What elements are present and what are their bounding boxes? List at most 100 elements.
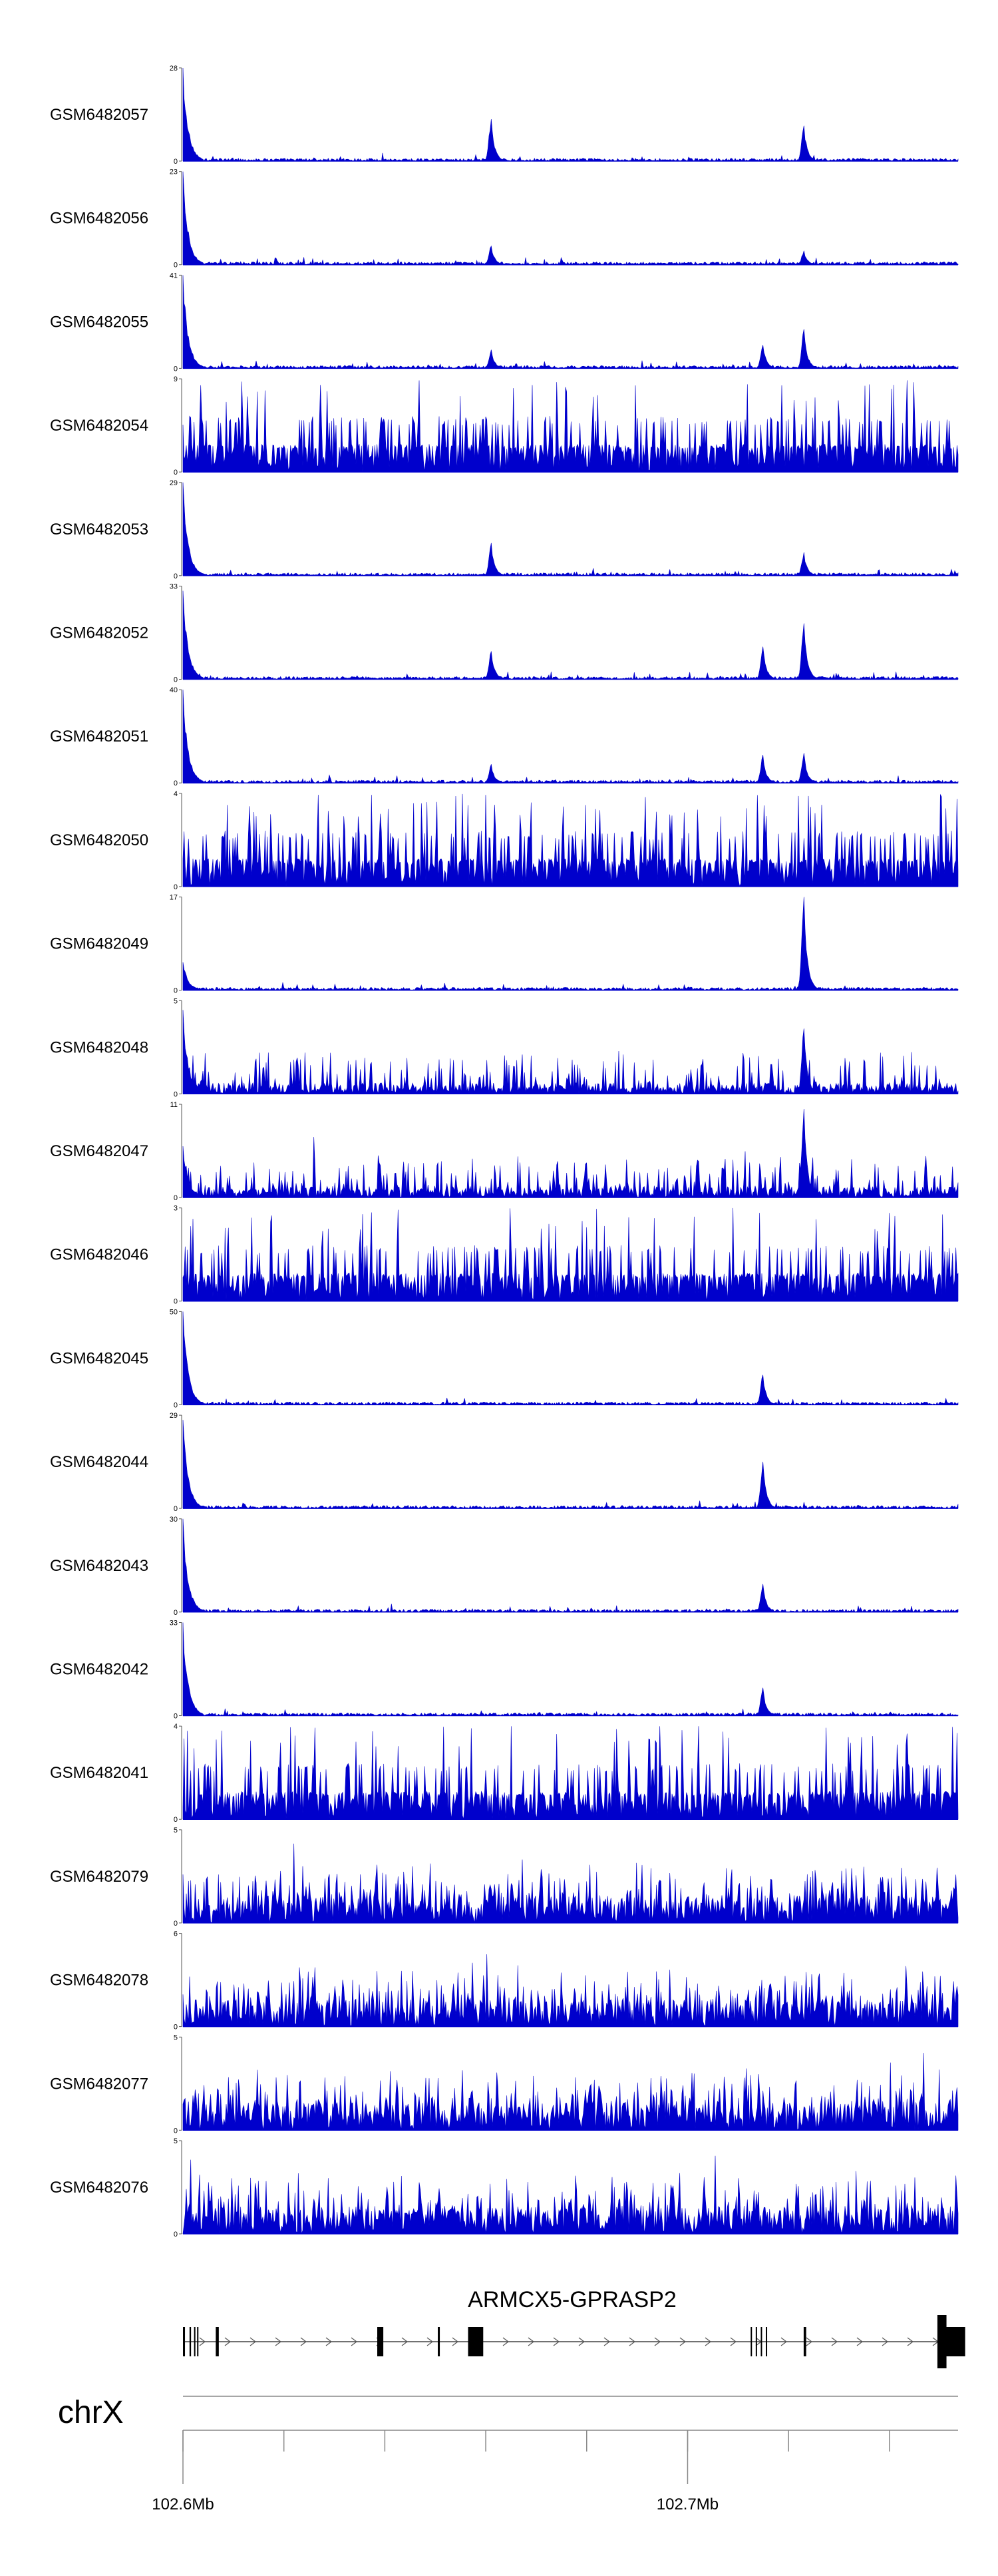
track-label: GSM6482041 — [50, 1764, 148, 1782]
track-label: GSM6482052 — [50, 624, 148, 642]
exon — [942, 2327, 965, 2356]
y-min-label: 0 — [174, 1298, 178, 1306]
coverage-area — [182, 1420, 959, 1509]
y-max-label: 3 — [174, 1205, 178, 1213]
y-min-label: 0 — [174, 676, 178, 684]
track-GSM6482055: GSM6482055 41 0 — [50, 272, 959, 373]
strand-arrow — [401, 2337, 408, 2346]
track-label: GSM6482042 — [50, 1661, 148, 1679]
exon — [377, 2327, 384, 2356]
y-max-label: 23 — [170, 168, 178, 176]
coverage-area — [182, 690, 959, 784]
exon — [194, 2327, 196, 2356]
y-max-label: 9 — [174, 375, 178, 383]
y-min-label: 0 — [174, 1816, 178, 1824]
track-label: GSM6482048 — [50, 1038, 148, 1056]
strand-arrow — [426, 2337, 433, 2346]
y-min-label: 0 — [174, 1090, 178, 1098]
y-max-label: 17 — [170, 894, 178, 902]
y-min-label: 0 — [174, 365, 178, 373]
strand-arrow — [351, 2337, 357, 2346]
coverage-area — [182, 67, 959, 162]
coverage-area — [182, 897, 959, 991]
strand-arrow — [654, 2337, 661, 2346]
strand-arrow — [730, 2337, 737, 2346]
track-label: GSM6482077 — [50, 2075, 148, 2093]
y-min-label: 0 — [174, 2231, 178, 2239]
coverage-area — [182, 1311, 959, 1406]
coverage-area — [182, 1207, 959, 1301]
y-max-label: 33 — [170, 1619, 178, 1627]
exon — [755, 2327, 757, 2356]
coverage-area — [182, 1010, 959, 1094]
exon — [803, 2327, 806, 2356]
track-GSM6482045: GSM6482045 50 0 — [50, 1308, 959, 1409]
y-min-label: 0 — [174, 262, 178, 270]
axis-tick-label: 102.6Mb — [152, 2495, 214, 2513]
exon — [183, 2327, 186, 2356]
track-GSM6482042: GSM6482042 33 0 — [50, 1619, 959, 1721]
gene-name: ARMCX5-GPRASP2 — [468, 2287, 677, 2312]
coverage-area — [182, 380, 959, 473]
y-min-label: 0 — [174, 1920, 178, 1928]
track-GSM6482077: GSM6482077 5 0 — [50, 2034, 959, 2135]
strand-arrow — [780, 2337, 787, 2346]
track-GSM6482052: GSM6482052 33 0 — [50, 583, 959, 684]
coverage-area — [182, 1954, 959, 2027]
track-label: GSM6482076 — [50, 2179, 148, 2197]
track-label: GSM6482057 — [50, 106, 148, 124]
axis-tick-label: 102.7Mb — [657, 2495, 719, 2513]
track-GSM6482076: GSM6482076 5 0 — [50, 2137, 959, 2239]
coverage-area — [182, 1518, 959, 1613]
y-min-label: 0 — [174, 1713, 178, 1721]
y-max-label: 40 — [170, 686, 178, 694]
track-label: GSM6482046 — [50, 1246, 148, 1264]
track-GSM6482046: GSM6482046 3 0 — [50, 1205, 959, 1306]
y-min-label: 0 — [174, 779, 178, 787]
coverage-area — [182, 793, 959, 887]
track-GSM6482079: GSM6482079 5 0 — [50, 1826, 959, 1928]
y-max-label: 4 — [174, 1723, 178, 1731]
y-min-label: 0 — [174, 1609, 178, 1617]
y-max-label: 29 — [170, 479, 178, 487]
y-min-label: 0 — [174, 883, 178, 891]
strand-arrow — [300, 2337, 307, 2346]
y-max-label: 30 — [170, 1516, 178, 1524]
track-GSM6482043: GSM6482043 30 0 — [50, 1516, 959, 1617]
exon — [760, 2327, 762, 2356]
coverage-area — [182, 1726, 959, 1820]
strand-arrow — [831, 2337, 838, 2346]
track-label: GSM6482053 — [50, 521, 148, 538]
track-label: GSM6482047 — [50, 1142, 148, 1160]
exon — [750, 2327, 752, 2356]
exon — [468, 2327, 484, 2356]
strand-arrow — [199, 2337, 206, 2346]
y-max-label: 50 — [170, 1308, 178, 1316]
strand-arrow — [603, 2337, 610, 2346]
y-min-label: 0 — [174, 987, 178, 995]
track-GSM6482047: GSM6482047 11 0 — [50, 1101, 959, 1202]
strand-arrow — [705, 2337, 711, 2346]
y-max-label: 29 — [170, 1412, 178, 1420]
track-label: GSM6482043 — [50, 1557, 148, 1575]
track-label: GSM6482051 — [50, 728, 148, 746]
y-max-label: 11 — [170, 1101, 178, 1109]
chromosome-label: chrX — [58, 2395, 124, 2430]
track-GSM6482053: GSM6482053 29 0 — [50, 479, 959, 580]
exon — [189, 2327, 192, 2356]
strand-arrow — [806, 2337, 812, 2346]
track-label: GSM6482054 — [50, 417, 148, 435]
track-label: GSM6482050 — [50, 831, 148, 849]
strand-arrow — [629, 2337, 635, 2346]
track-GSM6482057: GSM6482057 28 0 — [50, 65, 959, 166]
coverage-area — [182, 2155, 959, 2235]
strand-arrow — [528, 2337, 534, 2346]
track-label: GSM6482044 — [50, 1453, 148, 1471]
coverage-area — [182, 590, 959, 680]
coverage-area — [182, 2053, 959, 2131]
y-min-label: 0 — [174, 2024, 178, 2032]
strand-arrow — [882, 2337, 888, 2346]
exon — [438, 2327, 440, 2356]
y-max-label: 5 — [174, 1826, 178, 1834]
